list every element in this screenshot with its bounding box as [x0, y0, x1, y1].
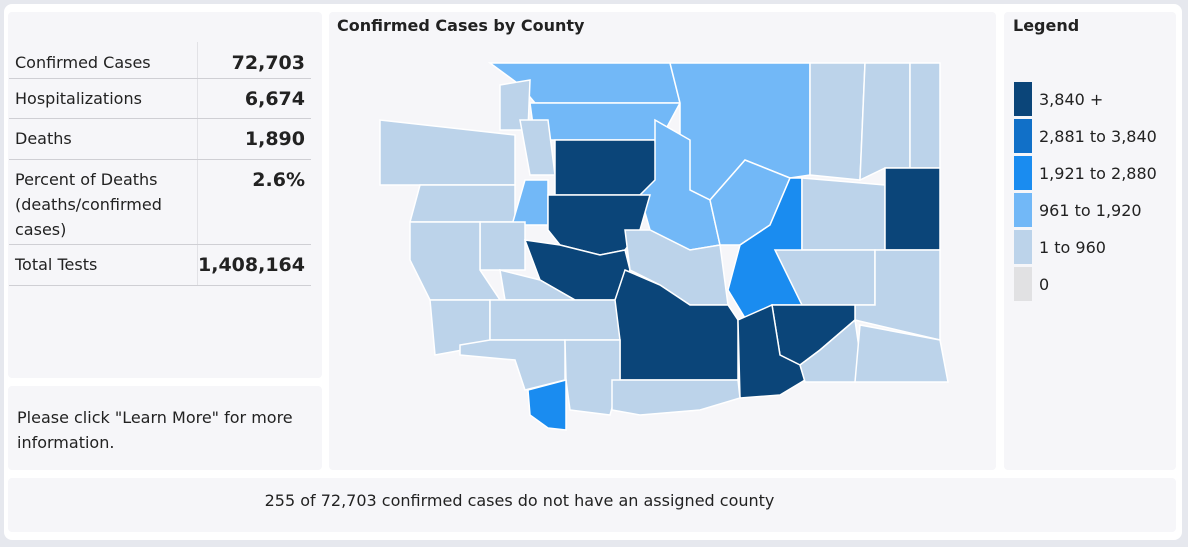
county: [614, 268, 739, 381]
stat-label: Hospitalizations: [15, 89, 142, 108]
legend-title: Legend: [1013, 16, 1080, 35]
stat-row: Confirmed Cases 72,703: [9, 42, 311, 79]
stat-value: 72,703: [231, 52, 305, 74]
county: [554, 139, 661, 196]
legend-swatch: [1014, 193, 1032, 227]
county: [884, 167, 941, 251]
county: [801, 177, 886, 251]
county: [611, 379, 741, 416]
county: [409, 184, 516, 223]
stat-label: Percent of Deaths (deaths/confirmed case…: [15, 170, 162, 239]
legend-label: 0: [1039, 275, 1050, 294]
stat-value: 6,674: [244, 88, 305, 110]
stat-label: Deaths: [15, 129, 72, 148]
county: [909, 62, 941, 169]
county: [379, 119, 516, 186]
stat-label: Total Tests: [15, 255, 98, 274]
divider: [197, 42, 198, 285]
legend-label: 3,840 +: [1039, 90, 1104, 109]
stats-panel: [8, 12, 322, 378]
stat-value: 1,890: [244, 128, 305, 150]
legend-swatch: [1014, 156, 1032, 190]
stat-row: Percent of Deaths (deaths/confirmed case…: [9, 159, 311, 245]
stat-label: Confirmed Cases: [15, 53, 151, 72]
footnote: 255 of 72,703 confirmed cases do not hav…: [264, 491, 775, 510]
legend-swatch: [1014, 267, 1032, 301]
info-panel: Please click "Learn More" for more infor…: [8, 386, 322, 470]
county: [809, 62, 866, 181]
stat-value: 1,408,164: [198, 254, 305, 276]
county: [859, 62, 911, 182]
county: [854, 324, 949, 383]
legend-swatch: [1014, 119, 1032, 153]
legend-label: 1 to 960: [1039, 238, 1106, 257]
legend-panel: Legend 3,840 + 2,881 to 3,840 1,921 to 2,8…: [1004, 12, 1176, 470]
stat-value: 2.6%: [252, 169, 305, 191]
info-text: Please click "Learn More" for more infor…: [17, 408, 293, 452]
legend-swatch: [1014, 230, 1032, 264]
counties: [379, 62, 949, 431]
county: [527, 379, 567, 431]
legend-label: 2,881 to 3,840: [1039, 127, 1157, 146]
county: [459, 339, 566, 391]
county: [511, 179, 549, 226]
county: [479, 221, 526, 271]
stat-row: Total Tests 1,408,164: [9, 244, 311, 286]
stat-row: Hospitalizations 6,674: [9, 78, 311, 119]
legend-swatch: [1014, 82, 1032, 116]
county: [519, 119, 556, 176]
stat-row: Deaths 1,890: [9, 118, 311, 160]
legend-label: 961 to 1,920: [1039, 201, 1142, 220]
footer-panel: 255 of 72,703 confirmed cases do not hav…: [8, 478, 1176, 532]
county: [489, 299, 626, 341]
map-title: Confirmed Cases by County: [337, 16, 585, 35]
legend-label: 1,921 to 2,880: [1039, 164, 1157, 183]
